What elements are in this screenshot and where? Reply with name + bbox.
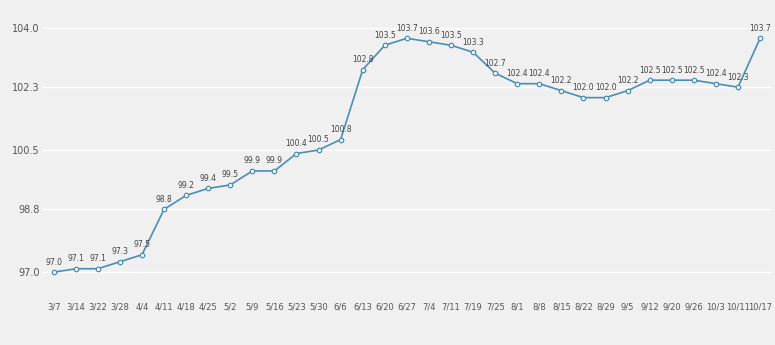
Text: 103.5: 103.5 — [374, 31, 396, 40]
Text: 99.2: 99.2 — [177, 181, 195, 190]
Text: 102.2: 102.2 — [551, 76, 572, 85]
Text: 102.0: 102.0 — [594, 83, 616, 92]
Text: 102.8: 102.8 — [352, 55, 374, 64]
Text: 97.5: 97.5 — [133, 240, 150, 249]
Text: 102.7: 102.7 — [484, 59, 506, 68]
Text: 97.1: 97.1 — [67, 254, 84, 263]
Text: 100.5: 100.5 — [308, 136, 329, 145]
Text: 97.0: 97.0 — [45, 258, 62, 267]
Text: 103.6: 103.6 — [418, 27, 440, 36]
Text: 100.4: 100.4 — [286, 139, 308, 148]
Text: 100.8: 100.8 — [330, 125, 351, 134]
Text: 102.5: 102.5 — [661, 66, 683, 75]
Text: 102.4: 102.4 — [506, 69, 528, 78]
Text: 102.4: 102.4 — [705, 69, 727, 78]
Text: 102.4: 102.4 — [529, 69, 550, 78]
Text: 97.1: 97.1 — [89, 254, 106, 263]
Text: 103.7: 103.7 — [749, 24, 771, 33]
Text: 99.5: 99.5 — [222, 170, 239, 179]
Text: 103.3: 103.3 — [462, 38, 484, 47]
Text: 99.4: 99.4 — [200, 174, 217, 183]
Text: 103.7: 103.7 — [396, 24, 418, 33]
Text: 102.2: 102.2 — [617, 76, 639, 85]
Text: 103.5: 103.5 — [440, 31, 462, 40]
Text: 99.9: 99.9 — [266, 156, 283, 165]
Text: 102.3: 102.3 — [727, 72, 749, 82]
Text: 98.8: 98.8 — [156, 195, 172, 204]
Text: 102.5: 102.5 — [683, 66, 704, 75]
Text: 97.3: 97.3 — [112, 247, 129, 256]
Text: 99.9: 99.9 — [244, 156, 261, 165]
Text: 102.0: 102.0 — [573, 83, 594, 92]
Text: 102.5: 102.5 — [639, 66, 660, 75]
